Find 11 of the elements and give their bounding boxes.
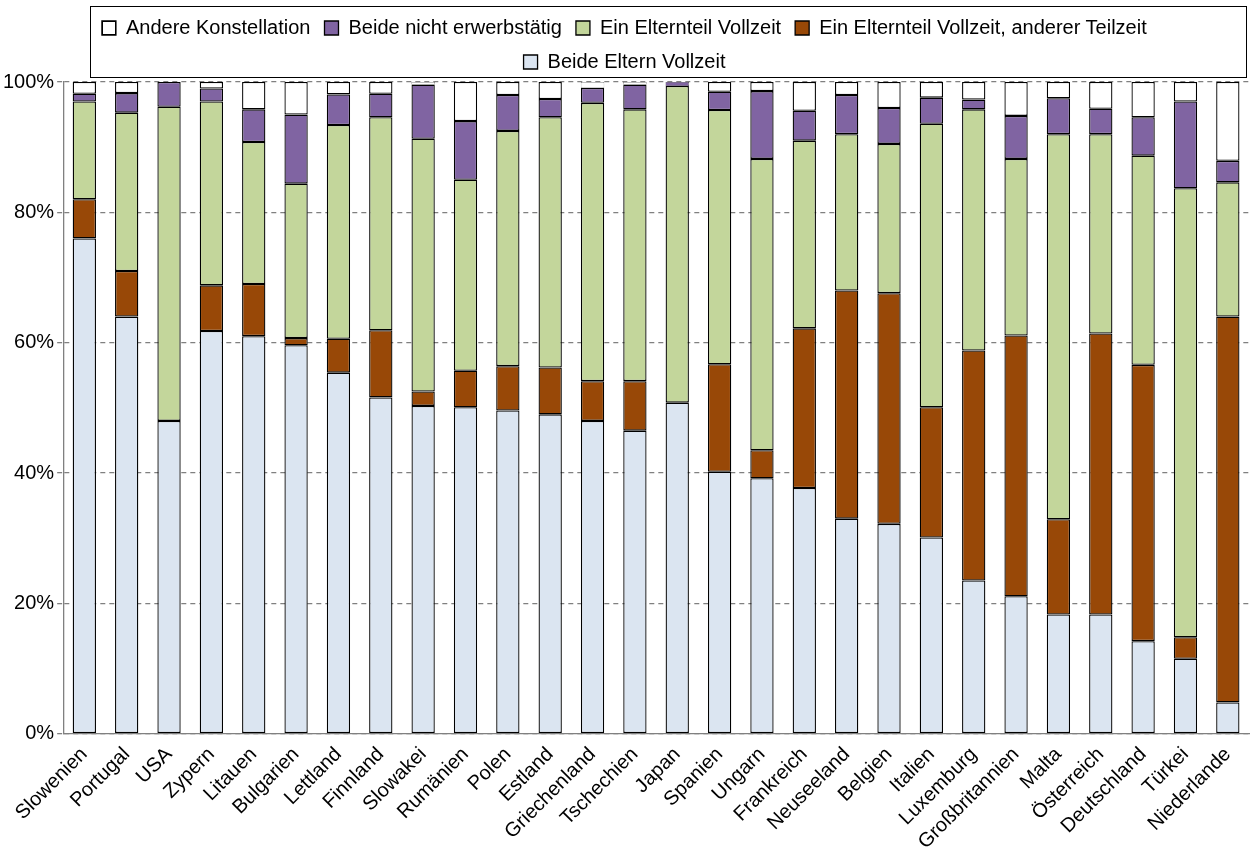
y-tick-label: 80% (14, 199, 55, 222)
y-tick-label: 60% (14, 330, 55, 353)
y-tick-label: 20% (14, 590, 55, 613)
legend-label: Ein Elternteil Vollzeit, anderer Teilzeit (819, 15, 1148, 38)
legend-label: Beide Eltern Vollzeit (547, 49, 726, 72)
legend-label: Beide nicht erwerbstätig (348, 15, 562, 38)
y-tick-label: 40% (14, 460, 55, 483)
y-tick-label: 100% (3, 69, 55, 92)
legend-label: Ein Elternteil Vollzeit (599, 15, 782, 38)
text: Andere Konstellation (125, 15, 311, 38)
y-tick-label: 0% (25, 721, 55, 744)
